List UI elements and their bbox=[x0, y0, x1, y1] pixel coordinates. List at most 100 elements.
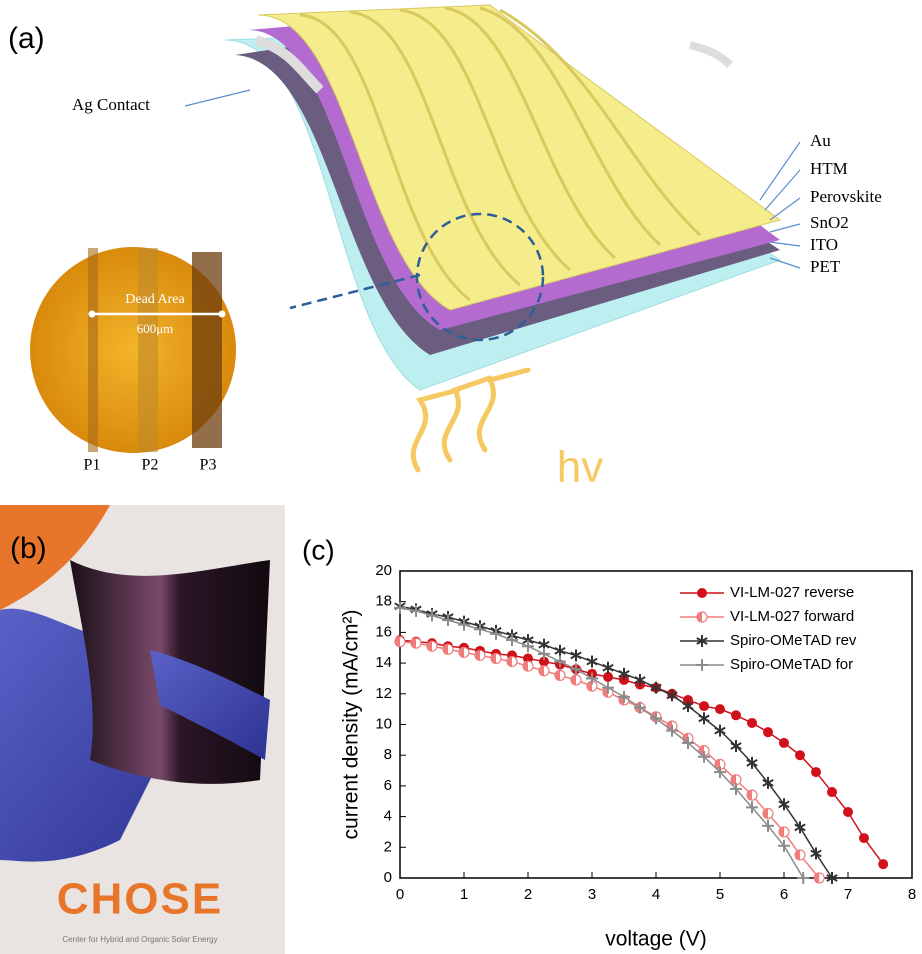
marker-part bbox=[427, 641, 432, 652]
data-point bbox=[458, 618, 470, 631]
data-point bbox=[442, 614, 454, 627]
y-tick-label: 8 bbox=[384, 746, 392, 763]
data-point bbox=[696, 635, 708, 647]
data-point bbox=[650, 712, 662, 725]
marker-part bbox=[747, 717, 757, 728]
y-tick-label: 4 bbox=[384, 808, 392, 825]
data-point bbox=[618, 690, 630, 703]
data-point bbox=[410, 604, 422, 617]
marker-part bbox=[779, 737, 789, 748]
marker-part bbox=[587, 681, 592, 692]
data-point bbox=[506, 634, 518, 647]
marker-part bbox=[697, 588, 707, 598]
x-tick-label: 4 bbox=[652, 886, 660, 903]
y-tick-label: 14 bbox=[375, 654, 392, 671]
marker-part bbox=[794, 823, 806, 832]
x-tick-label: 5 bbox=[716, 886, 724, 903]
data-point bbox=[778, 798, 790, 811]
data-point bbox=[698, 712, 710, 725]
data-point bbox=[763, 727, 773, 738]
data-point bbox=[794, 821, 806, 834]
data-point bbox=[490, 652, 502, 665]
scribe-label: P1 bbox=[84, 457, 101, 474]
marker-part bbox=[714, 726, 726, 735]
data-point bbox=[811, 767, 821, 778]
y-tick-label: 12 bbox=[375, 685, 392, 702]
marker-part bbox=[459, 647, 464, 658]
marker-part bbox=[507, 656, 512, 667]
marker-part bbox=[395, 636, 400, 647]
data-point bbox=[878, 859, 889, 870]
data-point bbox=[697, 588, 707, 598]
data-point bbox=[426, 640, 438, 652]
data-point bbox=[778, 839, 790, 852]
marker-part bbox=[475, 650, 480, 661]
data-point bbox=[714, 724, 726, 737]
data-point bbox=[779, 737, 789, 748]
marker-part bbox=[730, 742, 742, 750]
photo bbox=[0, 505, 285, 954]
marker-part bbox=[650, 683, 662, 692]
x-tick-label: 7 bbox=[844, 886, 852, 903]
data-point bbox=[715, 704, 725, 715]
marker-part bbox=[827, 787, 837, 798]
marker-part bbox=[731, 774, 736, 785]
layer-label: ITO bbox=[810, 235, 838, 254]
x-tick-label: 3 bbox=[588, 886, 596, 903]
data-point bbox=[523, 653, 533, 664]
data-point bbox=[797, 872, 810, 884]
data-point bbox=[634, 701, 646, 714]
marker-part bbox=[715, 704, 725, 715]
data-point bbox=[474, 649, 486, 662]
marker-part bbox=[795, 849, 800, 860]
marker-part bbox=[878, 859, 889, 870]
data-point bbox=[394, 636, 406, 648]
x-tick-label: 2 bbox=[524, 886, 532, 903]
marker-part bbox=[699, 701, 709, 712]
data-point bbox=[426, 609, 438, 622]
marker-part bbox=[746, 759, 758, 767]
scribe-label: P3 bbox=[200, 457, 217, 474]
series-line bbox=[399, 639, 884, 865]
data-point bbox=[762, 807, 774, 820]
marker-part bbox=[634, 676, 646, 684]
panel-label: (a) bbox=[8, 22, 45, 55]
data-point bbox=[795, 750, 805, 761]
data-point bbox=[698, 750, 710, 763]
marker-part bbox=[571, 674, 576, 685]
marker-part bbox=[603, 671, 613, 682]
data-point bbox=[730, 782, 742, 795]
marker-part bbox=[683, 694, 693, 705]
data-point bbox=[813, 872, 825, 884]
x-tick-label: 1 bbox=[460, 886, 468, 903]
data-point bbox=[634, 673, 646, 686]
data-point bbox=[602, 661, 614, 674]
data-point bbox=[538, 647, 550, 660]
data-point bbox=[539, 656, 549, 667]
y-axis-label: current density (mA/cm²) bbox=[340, 610, 363, 840]
marker-part bbox=[843, 806, 853, 817]
y-tick-label: 20 bbox=[375, 562, 392, 579]
layer-label: Au bbox=[810, 131, 831, 150]
x-tick-label: 0 bbox=[396, 886, 404, 903]
y-tick-label: 16 bbox=[375, 623, 392, 640]
marker-part bbox=[779, 826, 784, 837]
data-point bbox=[554, 655, 566, 668]
data-point bbox=[747, 717, 757, 728]
marker-part bbox=[411, 638, 416, 649]
data-point bbox=[826, 872, 838, 884]
data-point bbox=[794, 849, 806, 861]
data-point bbox=[666, 689, 678, 702]
marker-part bbox=[747, 790, 752, 801]
data-point bbox=[586, 672, 598, 685]
x-tick-label: 6 bbox=[780, 886, 788, 903]
y-tick-label: 10 bbox=[375, 715, 392, 732]
y-tick-label: 6 bbox=[384, 777, 392, 794]
data-point bbox=[474, 623, 486, 636]
y-tick-label: 2 bbox=[384, 838, 392, 855]
legend-label: Spiro-OMeTAD for bbox=[730, 656, 853, 673]
data-point bbox=[714, 766, 726, 779]
layer-label: PET bbox=[810, 257, 841, 276]
data-point bbox=[859, 833, 869, 844]
